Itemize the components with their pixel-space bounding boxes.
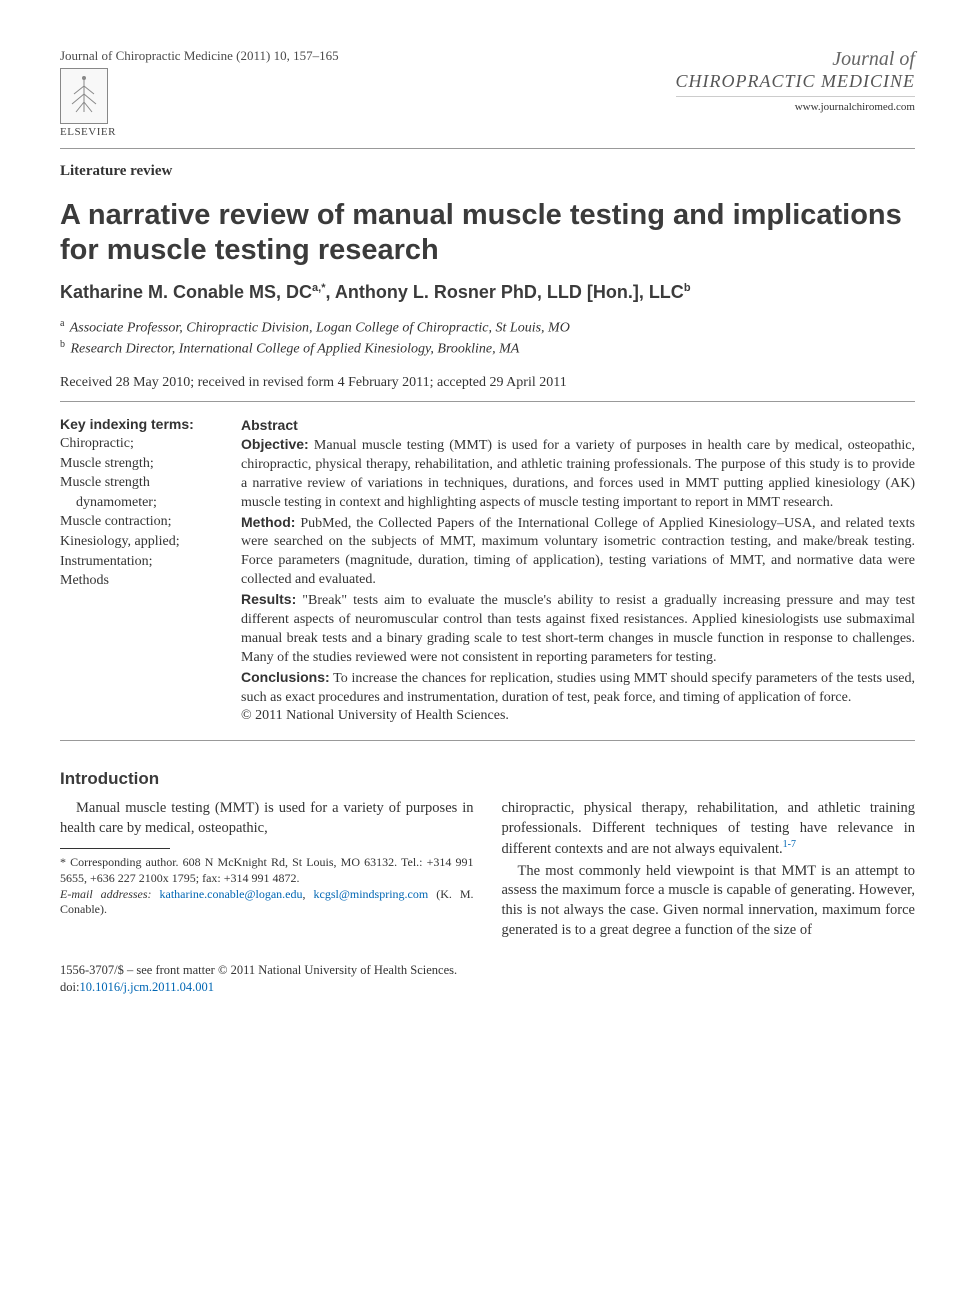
footnote-email-label: E-mail addresses: [60, 887, 152, 901]
footnote-corresponding: * Corresponding author. 608 N McKnight R… [60, 855, 474, 886]
article-type: Literature review [60, 163, 915, 180]
abstract-results-label: Results: [241, 591, 296, 607]
page-footer: 1556-3707/$ – see front matter © 2011 Na… [60, 962, 915, 996]
footnote-email: E-mail addresses: katharine.conable@loga… [60, 887, 474, 918]
abstract-method-label: Method: [241, 514, 295, 530]
doi-label: doi: [60, 980, 79, 994]
intro-para-1b: chiropractic, physical therapy, rehabili… [502, 799, 916, 860]
abstract-container: Key indexing terms: Chiropractic; Muscle… [60, 401, 915, 741]
keyword-item: Methods [60, 571, 225, 591]
journal-name-line2: CHIROPRACTIC MEDICINE [676, 71, 915, 92]
keywords-column: Key indexing terms: Chiropractic; Muscle… [60, 416, 225, 726]
intro-para-1b-text: chiropractic, physical therapy, rehabili… [502, 800, 916, 857]
doi-link[interactable]: 10.1016/j.jcm.2011.04.001 [79, 980, 214, 994]
footer-doi: doi:10.1016/j.jcm.2011.04.001 [60, 979, 915, 996]
footer-front-matter: 1556-3707/$ – see front matter © 2011 Na… [60, 962, 915, 979]
article-title: A narrative review of manual muscle test… [60, 198, 915, 268]
article-dates: Received 28 May 2010; received in revise… [60, 375, 915, 391]
abstract-column: Abstract Objective: Manual muscle testin… [241, 416, 915, 726]
abstract-results: Results: "Break" tests aim to evaluate t… [241, 590, 915, 668]
header-rule [60, 148, 915, 149]
keyword-item: Muscle strength; [60, 454, 225, 474]
intro-para-2: The most commonly held viewpoint is that… [502, 862, 916, 940]
keyword-item: Muscle contraction; [60, 512, 225, 532]
abstract-method-text: PubMed, the Collected Papers of the Inte… [241, 516, 915, 588]
citation-sup[interactable]: 1-7 [783, 839, 796, 850]
author-2: Anthony L. Rosner PhD, LLD [Hon.], LLC [335, 282, 684, 302]
email-link-1[interactable]: katharine.conable@logan.edu [160, 887, 303, 901]
author-1: Katharine M. Conable MS, DC [60, 282, 312, 302]
journal-logo: Journal of CHIROPRACTIC MEDICINE www.jou… [676, 48, 915, 113]
email-link-2[interactable]: kcgsl@mindspring.com [314, 887, 429, 901]
body-text-columns: Manual muscle testing (MMT) is used for … [60, 799, 915, 940]
abstract-conclusions-text: To increase the chances for replication,… [241, 671, 915, 705]
abstract-objective: Objective: Manual muscle testing (MMT) i… [241, 435, 915, 513]
header-left: Journal of Chiropractic Medicine (2011) … [60, 48, 339, 138]
abstract-conclusions: Conclusions: To increase the chances for… [241, 668, 915, 708]
abstract-objective-label: Objective: [241, 436, 309, 452]
page-header: Journal of Chiropractic Medicine (2011) … [60, 48, 915, 138]
journal-website[interactable]: www.journalchiromed.com [676, 101, 915, 113]
affiliation-b: Research Director, International College… [71, 342, 520, 357]
journal-name-line1: Journal of [676, 48, 915, 71]
keyword-item: dynamometer; [60, 493, 225, 513]
abstract-method: Method: PubMed, the Collected Papers of … [241, 513, 915, 591]
section-heading-introduction: Introduction [60, 769, 915, 789]
author-2-affil-sup: b [684, 282, 691, 294]
abstract-objective-text: Manual muscle testing (MMT) is used for … [241, 438, 915, 510]
journal-reference: Journal of Chiropractic Medicine (2011) … [60, 48, 339, 64]
keyword-item: Chiropractic; [60, 434, 225, 454]
abstract-heading: Abstract [241, 416, 915, 435]
abstract-copyright: © 2011 National University of Health Sci… [241, 707, 915, 726]
keywords-heading: Key indexing terms: [60, 416, 225, 432]
footnote-rule [60, 848, 170, 849]
author-1-affil-sup: a,* [312, 282, 325, 294]
abstract-conclusions-label: Conclusions: [241, 669, 330, 685]
affiliation-a: Associate Professor, Chiropractic Divisi… [70, 320, 570, 335]
abstract-results-text: "Break" tests aim to evaluate the muscle… [241, 593, 915, 665]
affiliation-list: a Associate Professor, Chiropractic Divi… [60, 317, 915, 360]
keyword-item: Muscle strength [60, 473, 225, 493]
author-list: Katharine M. Conable MS, DCa,*, Anthony … [60, 282, 915, 303]
elsevier-tree-icon [60, 68, 108, 124]
publisher-logo-block: ELSEVIER [60, 68, 339, 138]
publisher-name: ELSEVIER [60, 126, 116, 138]
keyword-item: Kinesiology, applied; [60, 532, 225, 552]
keyword-item: Instrumentation; [60, 552, 225, 572]
intro-para-1a: Manual muscle testing (MMT) is used for … [60, 799, 474, 838]
